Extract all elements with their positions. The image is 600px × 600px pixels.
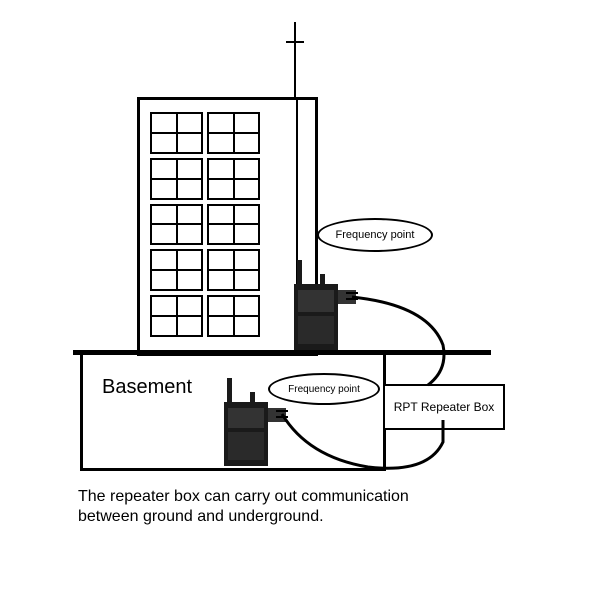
building-windows bbox=[150, 112, 260, 337]
caption-line-1: The repeater box can carry out communica… bbox=[78, 488, 409, 506]
caption-line-2: between ground and underground. bbox=[78, 508, 324, 526]
cable-bottom-to-repeater bbox=[278, 412, 488, 477]
antenna-cross bbox=[286, 41, 304, 43]
basement-label: Basement bbox=[102, 376, 192, 399]
antenna-cable bbox=[296, 97, 298, 284]
cable-top-to-repeater bbox=[348, 295, 478, 390]
frequency-point-label-1: Frequency point bbox=[317, 218, 433, 252]
rooftop-antenna bbox=[294, 22, 296, 97]
